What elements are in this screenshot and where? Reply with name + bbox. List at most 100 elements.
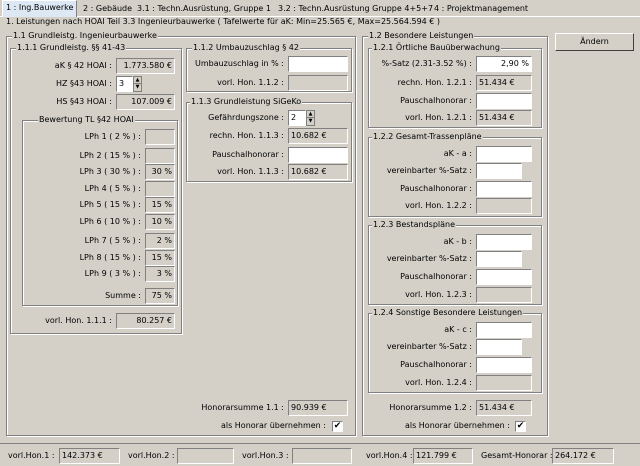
lph-5-value[interactable]: 15 % [145, 197, 175, 213]
summe-value: 75 % [145, 288, 175, 304]
rechn-121-label: rechn. Hon. 1.2.1 : [397, 78, 472, 87]
group-122-title: 1.2.2 Gesamt-Trassenpläne [372, 132, 483, 141]
tab-techn-ausruestung-4-5-7[interactable]: 3.2 : Techn.Ausrüstung Gruppe 4+5+7 [278, 4, 434, 13]
ak-b-label: aK - b : [443, 237, 472, 246]
tab-gebaeude[interactable]: 2 : Gebäude [83, 4, 133, 13]
lph-2-label: LPh 2 ( 15 % ) : [79, 151, 141, 160]
vorl-hon-2-label: vorl.Hon.2 : [128, 451, 175, 460]
vorl-112-value [288, 75, 348, 91]
vorl-hon-2-value [177, 448, 234, 464]
summe-label: Summe : [105, 291, 141, 300]
tab-techn-ausruestung-1[interactable]: 3.1 : Techn.Ausrüstung, Gruppe 1 [137, 4, 271, 13]
spin-up-icon[interactable]: ▲ [134, 77, 141, 84]
als-honorar-11-checkbox[interactable]: ✔ [332, 421, 343, 432]
group-bewertung-title: Bewertung TL §42 HOAI [38, 115, 135, 124]
pausch-121-input[interactable] [476, 93, 532, 109]
vorl-hon-4-label: vorl.Hon.4 : [366, 451, 413, 460]
honorarsumme-12-value: 51.434 € [476, 400, 532, 416]
honorarsumme-11-label: Honorarsumme 1.1 : [201, 403, 284, 412]
spin-down-icon[interactable]: ▼ [308, 118, 313, 124]
group-123-title: 1.2.3 Bestandspläne [372, 220, 457, 229]
hs-value: 107.009 € [116, 94, 175, 110]
ak-label: aK § 42 HOAI : [54, 61, 112, 70]
lph-3-value[interactable]: 30 % [145, 164, 175, 180]
pausch-121-label: Pauschalhonorar : [400, 96, 472, 105]
pausch-124-input[interactable] [476, 357, 532, 373]
umbauzuschlag-input[interactable] [288, 56, 348, 72]
vorl-123-value [476, 287, 532, 303]
vorl-hon-4-value: 121.799 € [413, 448, 473, 464]
tab-ing-bauwerke[interactable]: 1 : Ing.Bauwerke [2, 0, 78, 17]
lph-7-value[interactable]: 2 % [145, 233, 175, 249]
ak-c-label: aK - c : [444, 325, 472, 334]
status-bar: vorl.Hon.1 : 142.373 € vorl.Hon.2 : vorl… [0, 443, 640, 466]
group-besondere-leistungen-title: 1.2 Besondere Leistungen [368, 31, 475, 40]
lph-5-label: LPh 5 ( 15 % ) : [79, 200, 141, 209]
vorl-121-label: vorl. Hon. 1.2.1 : [405, 113, 472, 122]
lph-2-value[interactable] [145, 148, 175, 164]
satz-124-input[interactable] [476, 339, 522, 355]
vorl-113-value: 10.682 € [288, 164, 348, 180]
ak-a-label: aK - a : [443, 149, 472, 158]
satz-121-input[interactable]: 2,90 % [476, 56, 532, 72]
change-button[interactable]: Ändern [555, 33, 634, 51]
pausch-123-label: Pauschalhonorar : [400, 272, 472, 281]
hs-label: HS §43 HOAI : [56, 97, 112, 106]
pausch-123-input[interactable] [476, 269, 532, 285]
satz-122-input[interactable] [476, 163, 522, 179]
vorl-hon-3-value [292, 448, 352, 464]
vorl-122-value [476, 198, 532, 214]
lph-3-label: LPh 3 ( 30 % ) : [79, 167, 141, 176]
ak-c-input[interactable] [476, 322, 532, 338]
vorl-hon-1-value: 142.373 € [59, 448, 120, 464]
hz-input[interactable]: 3 [116, 76, 133, 92]
rechn-113-label: rechn. Hon. 1.1.3 : [209, 131, 284, 140]
ak-value: 1.773.580 € [116, 58, 175, 74]
vorl-112-label: vorl. Hon. 1.1.2 : [217, 78, 284, 87]
hz-label: HZ §43 HOAI : [55, 79, 112, 88]
rechn-121-value: 51.434 € [476, 75, 532, 91]
tab-projektmanagement[interactable]: 4 : Projektmanagement [434, 4, 529, 13]
vorl-123-label: vorl. Hon. 1.2.3 : [405, 290, 472, 299]
ak-b-input[interactable] [476, 234, 532, 250]
lph-1-value[interactable] [145, 129, 175, 145]
gefaehrdungszone-input[interactable]: 2 [288, 110, 306, 126]
gesamt-honorar-value: 264.172 € [552, 448, 614, 464]
honorarsumme-11-value: 90.939 € [288, 400, 348, 416]
pausch-122-input[interactable] [476, 181, 532, 197]
spin-up-icon[interactable]: ▲ [307, 111, 314, 118]
honorarsumme-12-label: Honorarsumme 1.2 : [389, 403, 472, 412]
group-113-title: 1.1.3 Grundleistung SiGeKo [190, 97, 303, 106]
lph-1-label: LPh 1 ( 2 % ) : [84, 132, 141, 141]
lph-8-value[interactable]: 15 % [145, 250, 175, 266]
vorl-hon-1-label: vorl.Hon.1 : [8, 451, 55, 460]
vorl-hon-3-label: vorl.Hon.3 : [242, 451, 289, 460]
spin-down-icon[interactable]: ▼ [135, 84, 140, 90]
vorl-124-value [476, 375, 532, 391]
satz-122-label: vereinbarter %-Satz : [386, 166, 472, 175]
pausch-113-input[interactable] [288, 147, 348, 163]
lph-4-value[interactable] [145, 181, 175, 197]
vorl-121-value: 51.434 € [476, 110, 532, 126]
hz-spinner[interactable]: ▲ ▼ [133, 76, 142, 92]
vorl-124-label: vorl. Hon. 1.2.4 : [405, 378, 472, 387]
rechn-113-value: 10.682 € [288, 128, 348, 144]
gefaehrdungszone-label: Gefährdungszone : [208, 113, 284, 122]
lph-4-label: LPh 4 ( 5 % ) : [84, 184, 141, 193]
gefaehrdungszone-spinner[interactable]: ▲ ▼ [306, 110, 315, 126]
als-honorar-12-checkbox[interactable]: ✔ [515, 421, 526, 432]
group-112-title: 1.1.2 Umbauzuschlag § 42 [192, 43, 300, 52]
satz-124-label: vereinbarter %-Satz : [386, 342, 472, 351]
pausch-122-label: Pauschalhonorar : [400, 184, 472, 193]
satz-123-input[interactable] [476, 251, 522, 267]
lph-6-value[interactable]: 10 % [145, 214, 175, 230]
vorl-122-label: vorl. Hon. 1.2.2 : [405, 201, 472, 210]
satz-121-label: %-Satz (2.31-3.52 %) : [381, 59, 472, 68]
group-grundleistungen [6, 36, 356, 436]
ak-a-input[interactable] [476, 146, 532, 162]
group-124-title: 1.2.4 Sonstige Besondere Leistungen [372, 308, 524, 317]
group-grundleistungen-title: 1.1 Grundleistg. Ingenieurbauwerke [12, 31, 158, 40]
group-121-title: 1.2.1 Örtliche Bauüberwachung [372, 43, 501, 52]
lph-9-value[interactable]: 3 % [145, 266, 175, 282]
pausch-113-label: Pauschalhonorar : [212, 150, 284, 159]
